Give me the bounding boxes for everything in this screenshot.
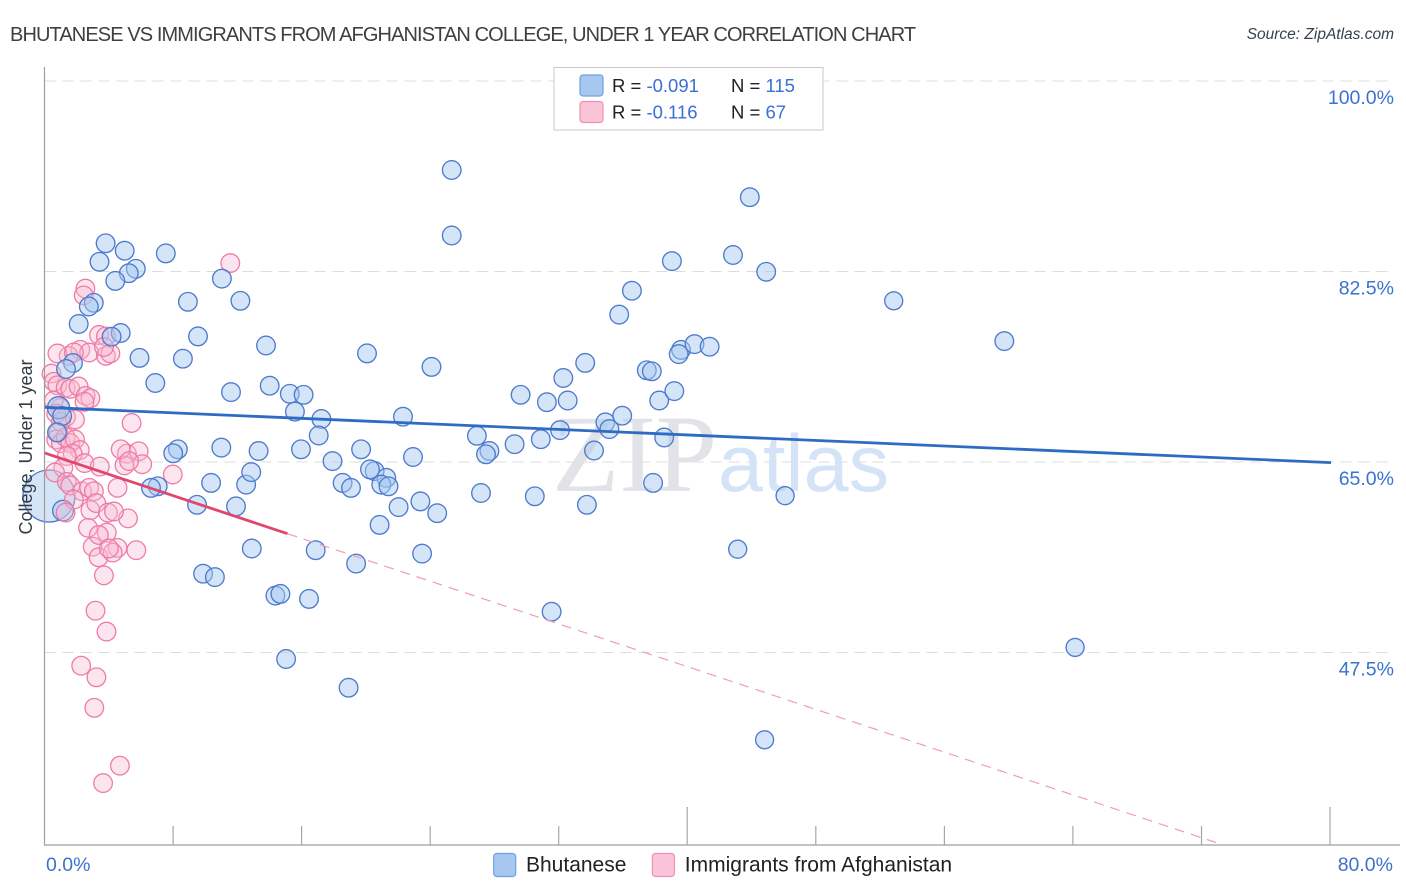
svg-text:65.0%: 65.0% — [1339, 468, 1394, 490]
svg-text:47.5%: 47.5% — [1339, 659, 1394, 681]
svg-text:100.0%: 100.0% — [1328, 87, 1394, 109]
svg-text:BHUTANESE VS IMMIGRANTS FROM A: BHUTANESE VS IMMIGRANTS FROM AFGHANISTAN… — [10, 24, 916, 46]
svg-text:0.0%: 0.0% — [46, 854, 90, 876]
svg-text:R = -0.116: R = -0.116 — [612, 102, 698, 123]
svg-text:College, Under 1 year: College, Under 1 year — [16, 359, 36, 534]
svg-text:R = -0.091: R = -0.091 — [612, 75, 699, 96]
svg-text:N = 67: N = 67 — [731, 102, 786, 123]
svg-text:atlas: atlas — [718, 419, 889, 509]
svg-text:Source: ZipAtlas.com: Source: ZipAtlas.com — [1247, 26, 1394, 43]
svg-text:ZIP: ZIP — [552, 393, 717, 515]
svg-text:82.5%: 82.5% — [1339, 278, 1394, 300]
svg-text:Immigrants from Afghanistan: Immigrants from Afghanistan — [685, 854, 952, 877]
svg-text:Bhutanese: Bhutanese — [526, 854, 626, 877]
svg-text:80.0%: 80.0% — [1338, 854, 1393, 876]
svg-text:N = 115: N = 115 — [731, 75, 795, 96]
